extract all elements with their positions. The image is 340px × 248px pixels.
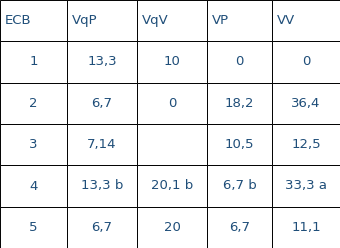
Bar xyxy=(137,124,207,165)
Bar xyxy=(0,41,67,83)
Text: 2: 2 xyxy=(29,97,38,110)
Text: 4: 4 xyxy=(29,180,38,192)
Bar xyxy=(67,124,137,165)
Text: 0: 0 xyxy=(235,56,244,68)
Text: 3: 3 xyxy=(29,138,38,151)
Text: VV: VV xyxy=(277,14,295,27)
Bar xyxy=(67,165,137,207)
Text: 7,14: 7,14 xyxy=(87,138,117,151)
Text: 6,7 b: 6,7 b xyxy=(223,180,256,192)
Bar xyxy=(0,124,67,165)
Text: VqV: VqV xyxy=(142,14,169,27)
Bar xyxy=(137,207,207,248)
Text: 11,1: 11,1 xyxy=(291,221,321,234)
Text: 10,5: 10,5 xyxy=(225,138,254,151)
Bar xyxy=(272,165,340,207)
Text: ECB: ECB xyxy=(5,14,32,27)
Text: 10: 10 xyxy=(164,56,181,68)
Text: 5: 5 xyxy=(29,221,38,234)
Bar xyxy=(207,207,272,248)
Text: 20: 20 xyxy=(164,221,181,234)
Bar xyxy=(67,0,137,41)
Bar xyxy=(67,41,137,83)
Bar xyxy=(67,207,137,248)
Bar xyxy=(207,41,272,83)
Bar xyxy=(207,165,272,207)
Text: 13,3: 13,3 xyxy=(87,56,117,68)
Bar xyxy=(272,41,340,83)
Bar xyxy=(272,207,340,248)
Bar xyxy=(0,83,67,124)
Text: 6,7: 6,7 xyxy=(229,221,250,234)
Text: 6,7: 6,7 xyxy=(91,221,113,234)
Text: 1: 1 xyxy=(29,56,38,68)
Text: VP: VP xyxy=(212,14,229,27)
Bar xyxy=(0,207,67,248)
Text: 6,7: 6,7 xyxy=(91,97,113,110)
Bar xyxy=(0,165,67,207)
Bar xyxy=(207,83,272,124)
Bar xyxy=(207,0,272,41)
Bar xyxy=(137,165,207,207)
Text: 20,1 b: 20,1 b xyxy=(151,180,193,192)
Text: 0: 0 xyxy=(302,56,310,68)
Text: 36,4: 36,4 xyxy=(291,97,321,110)
Bar xyxy=(272,124,340,165)
Text: 33,3 a: 33,3 a xyxy=(285,180,327,192)
Text: VqP: VqP xyxy=(72,14,98,27)
Bar xyxy=(137,41,207,83)
Bar xyxy=(67,83,137,124)
Bar xyxy=(137,0,207,41)
Text: 13,3 b: 13,3 b xyxy=(81,180,123,192)
Bar xyxy=(207,124,272,165)
Text: 0: 0 xyxy=(168,97,176,110)
Bar xyxy=(137,83,207,124)
Text: 12,5: 12,5 xyxy=(291,138,321,151)
Bar xyxy=(272,83,340,124)
Bar xyxy=(272,0,340,41)
Bar xyxy=(0,0,67,41)
Text: 18,2: 18,2 xyxy=(225,97,254,110)
